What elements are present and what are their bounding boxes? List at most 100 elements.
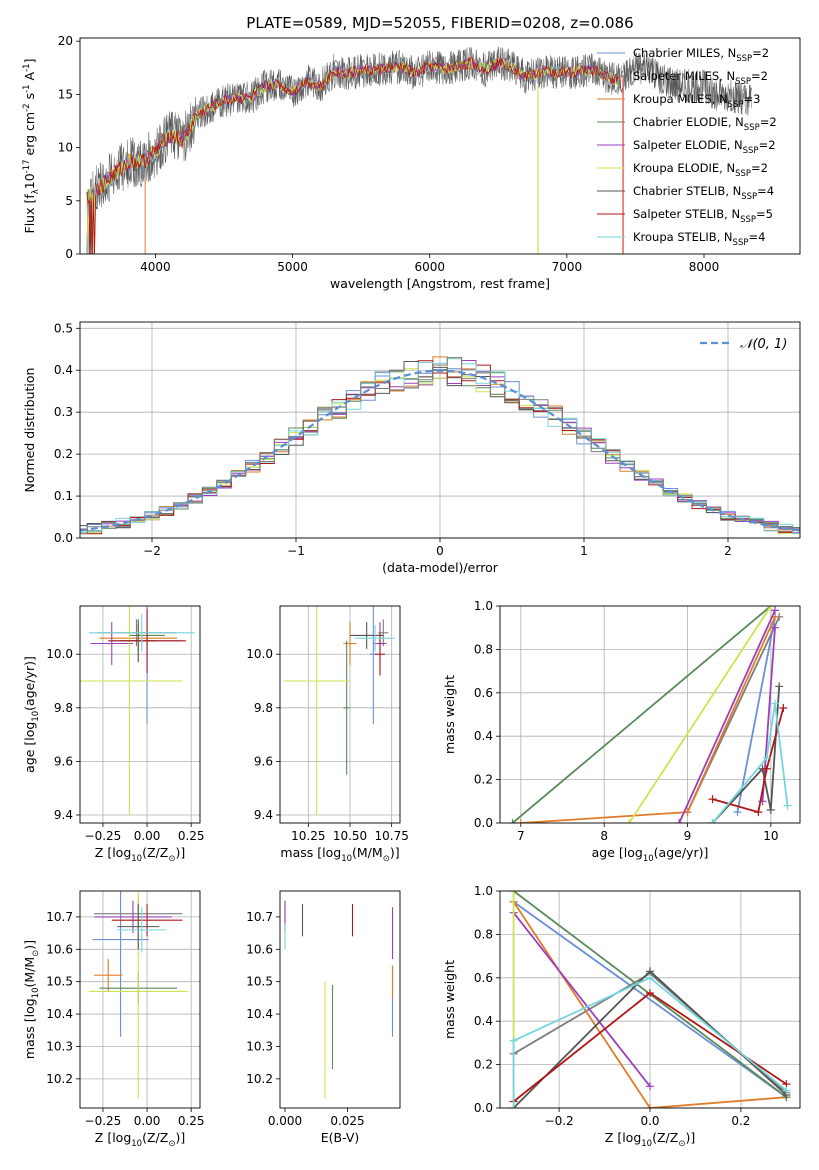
weight-line-4 (761, 627, 776, 802)
x-tick-label: 0.25 (178, 829, 205, 843)
y-tick-label: 0.2 (474, 773, 493, 787)
y-tick-label: 0.0 (474, 1101, 493, 1115)
y-tick-label: 0.4 (474, 1014, 493, 1028)
weight-marker (766, 606, 775, 610)
plot-area (283, 606, 395, 815)
x-tick-label: 4000 (140, 260, 171, 274)
weight-line-4 (512, 912, 651, 1087)
weight-line-7 (712, 707, 785, 814)
x-axis-label: Z [log10​(Z/Z⊙​)] (605, 1130, 695, 1149)
y-tick-label: 0.3 (54, 405, 73, 419)
y-tick-label: 10.4 (46, 1007, 73, 1021)
weight-marker (762, 753, 771, 762)
axes-frame (499, 890, 801, 1109)
plot-area (86, 46, 752, 254)
weight-marker (646, 1082, 654, 1091)
weight-line-8 (711, 703, 789, 823)
weight-marker (771, 699, 779, 708)
weight-line-9 (678, 609, 776, 823)
x-axis-label: (data-model)/error (382, 560, 499, 575)
weight-marker (762, 764, 771, 773)
chart-mass-vs-ebv: 0.000 0.025 10.2 10.3 10.4 10.5 10.6 10.7 E(B-V) (246, 890, 401, 1145)
errorbar-point-7 (375, 632, 385, 676)
x-tick-label: 0.2 (731, 1114, 750, 1128)
x-tick-label: 7000 (552, 260, 583, 274)
spectrum-line-1 (86, 47, 752, 254)
x-tick-label: −2 (143, 544, 161, 558)
y-tick-label: 0.8 (474, 642, 493, 656)
x-tick-label: −0.2 (545, 1114, 574, 1128)
spectrum-line-8 (86, 58, 620, 254)
x-axis-label: Z [log10​(Z/Z⊙​)] (95, 1130, 185, 1149)
x-axis-label: Z [log10​(Z/Z⊙​)] (95, 845, 185, 864)
x-axis-label: mass [log10​(M/M⊙​)] (280, 845, 399, 864)
weight-marker (708, 819, 717, 823)
legend-entry: Kroupa STELIB, NSSP​=4 (633, 230, 765, 248)
plot-area (88, 891, 188, 1099)
y-tick-label: 9.6 (54, 754, 73, 768)
y-tick-label: 10.2 (46, 1072, 73, 1086)
legend-entry: Chabrier ELODIE, NSSP​=2 (633, 115, 777, 133)
axes-frame (279, 605, 401, 824)
y-tick-label: 10.0 (46, 647, 73, 661)
y-tick-label: 0.1 (54, 489, 73, 503)
y-tick-label: 10 (58, 141, 73, 155)
y-tick-label: 9.8 (254, 701, 273, 715)
chart-age-vs-Z: −0.25 0.00 0.25 9.4 9.6 9.8 10.0 Z [log10​(Z/Z⊙… (22, 605, 205, 864)
y-axis-label: mass weight (442, 960, 457, 1039)
weight-marker (508, 819, 517, 823)
plot-area (509, 891, 791, 1108)
y-tick-label: 20 (58, 34, 73, 48)
legend-entry: Salpeter ELODIE, NSSP​=2 (633, 138, 776, 156)
spectrum-line-6 (86, 46, 752, 254)
y-tick-label: 0.4 (474, 729, 493, 743)
y-axis-label: mass [log10​(M/M⊙​)] (22, 940, 41, 1059)
plot-area (508, 606, 792, 823)
y-tick-label: 10.3 (246, 1039, 273, 1053)
y-tick-label: 9.6 (254, 754, 273, 768)
chart-residuals: −2 −1 0 1 2 0.0 0.1 0.2 0.3 0.4 0.5 (data-model)/er… (22, 321, 801, 575)
y-tick-label: 10.0 (246, 647, 273, 661)
plot-area (284, 900, 394, 1099)
x-tick-label: 0.000 (268, 1114, 302, 1128)
legend-entry: Salpeter MILES, NSSP​=2 (633, 69, 768, 87)
errorbar-point-3 (343, 640, 350, 775)
weight-marker (771, 623, 779, 632)
y-tick-label: 0.5 (54, 321, 73, 335)
y-tick-label: 0.4 (54, 363, 73, 377)
x-tick-label: 10.25 (291, 829, 325, 843)
weight-marker (646, 988, 654, 997)
errorbar-point-5 (80, 606, 183, 815)
chart-spectrum: 4000 5000 6000 7000 8000 0 5 10 15 20 wavelength [… (22, 34, 801, 291)
y-axis-label: age [log10​(age/yr)] (22, 656, 41, 773)
legend-entry: Chabrier MILES, NSSP​=2 (633, 46, 769, 64)
chart-mass-vs-Z: −0.25 0.00 0.25 10.2 10.3 10.4 10.5 10.6 10.7 Z [… (22, 890, 205, 1149)
y-tick-label: 10.5 (46, 975, 73, 989)
x-tick-label: 1 (580, 544, 588, 558)
plot-area (80, 606, 195, 815)
errorbar-point-4 (94, 900, 172, 934)
weight-marker (509, 1036, 518, 1045)
x-tick-label: 0.0 (640, 1114, 659, 1128)
x-tick-label: −0.25 (85, 1114, 122, 1128)
errorbar-point-6 (350, 622, 384, 649)
axes-frame (79, 605, 201, 824)
y-tick-label: 10.6 (246, 942, 273, 956)
errorbar-point-4 (90, 622, 133, 665)
weight-marker (754, 808, 763, 817)
y-tick-label: 0.2 (474, 1058, 493, 1072)
axes-frame (79, 890, 201, 1109)
weight-marker (509, 891, 518, 895)
weight-marker (625, 819, 634, 823)
weight-marker (775, 682, 784, 691)
y-tick-label: 0.2 (54, 447, 73, 461)
y-tick-label: 9.4 (54, 808, 73, 822)
errorbar-point-0 (92, 891, 149, 1037)
y-tick-label: 10.6 (46, 942, 73, 956)
figure-title: PLATE=0589, MJD=52055, FIBERID=0208, z=0… (246, 14, 633, 32)
chart-age-vs-mass: 10.25 10.50 10.75 9.4 9.6 9.8 10.0 mass [log10​… (246, 605, 409, 864)
y-tick-label: 0.6 (474, 971, 493, 985)
errorbar-point-8 (117, 907, 167, 953)
weight-line-0 (736, 616, 776, 813)
